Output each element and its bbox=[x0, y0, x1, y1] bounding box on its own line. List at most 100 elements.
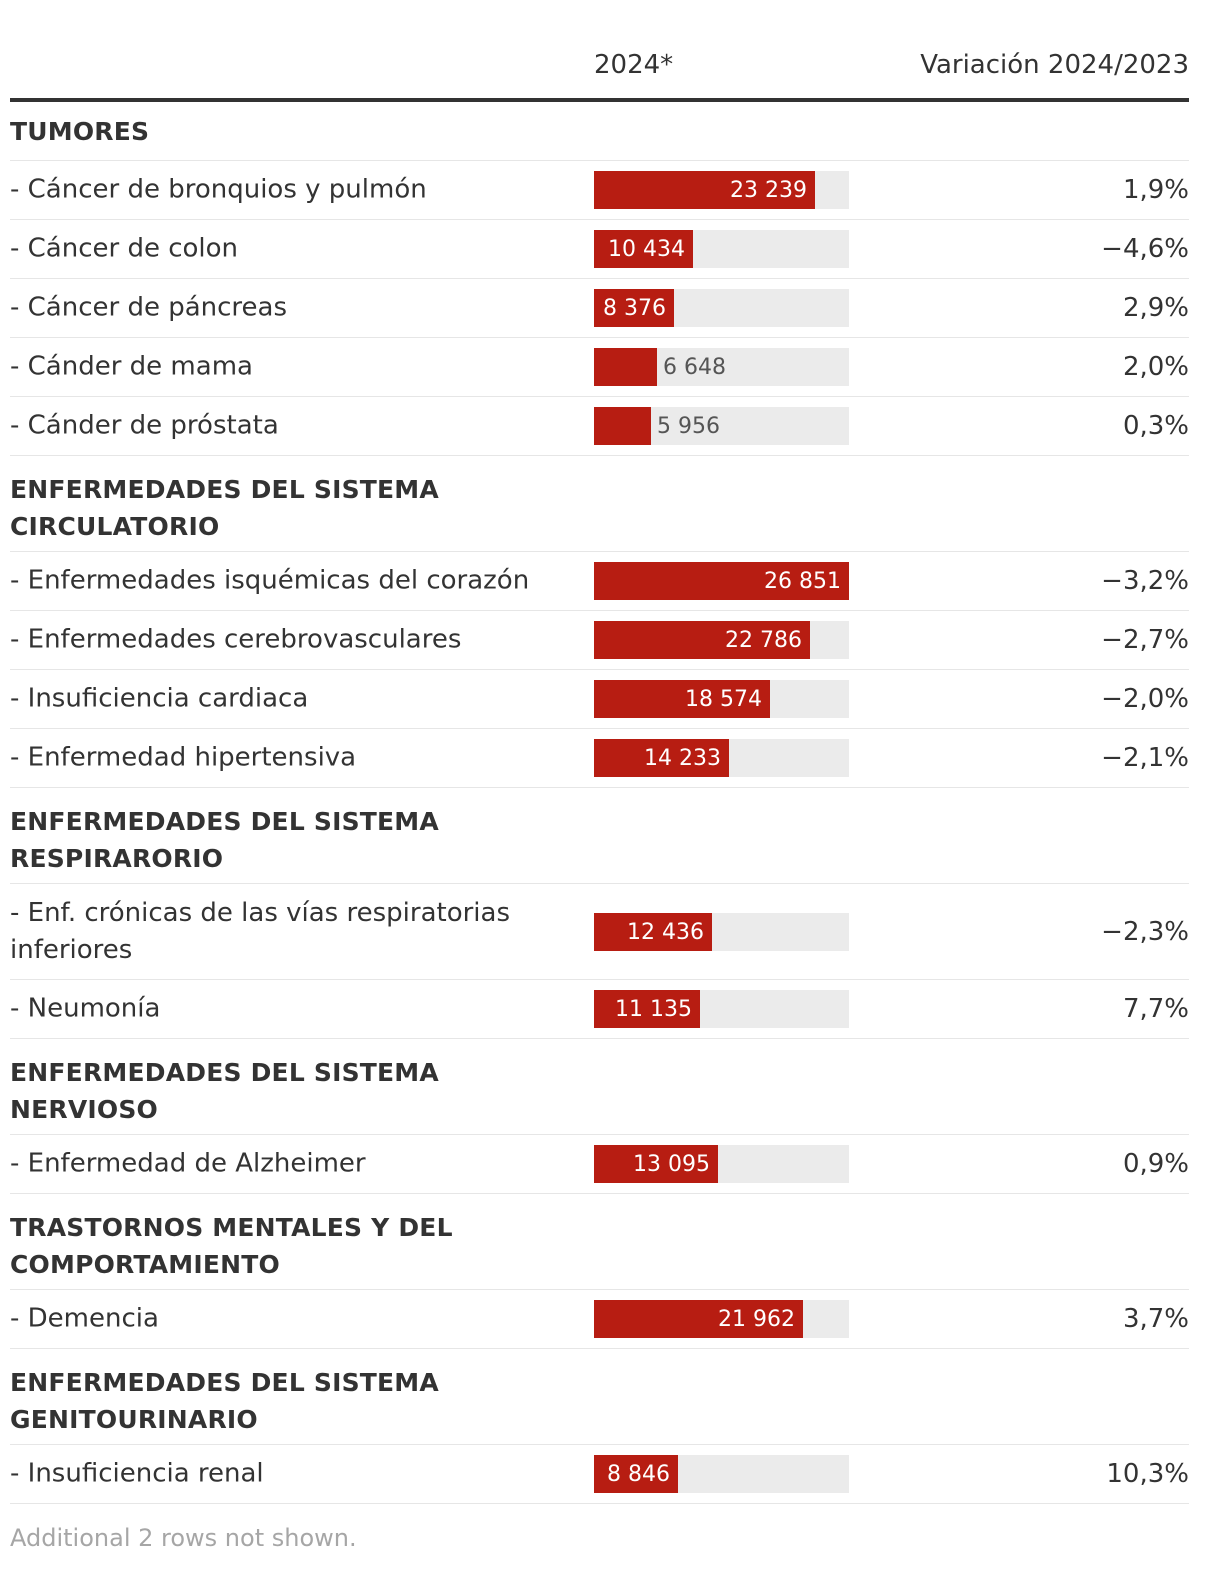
footnote: Additional 2 rows not shown. bbox=[10, 1524, 357, 1552]
change-column-header: Variación 2024/2023 bbox=[920, 50, 1189, 80]
change-value: −3,2% bbox=[1101, 566, 1189, 596]
bar-track: 14 233 bbox=[594, 739, 849, 777]
group-row: ENFERMEDADES DEL SISTEMA CIRCULATORIO bbox=[10, 456, 1189, 552]
row-label: - Demencia bbox=[10, 1303, 159, 1334]
group-row: ENFERMEDADES DEL SISTEMA NERVIOSO bbox=[10, 1039, 1189, 1135]
group-row: TUMORES bbox=[10, 102, 1189, 161]
table-row: - Enfermedades cerebrovasculares 22 786 −2… bbox=[10, 611, 1189, 670]
bar-track: 11 135 bbox=[594, 990, 849, 1028]
bar-value-label: 8 376 bbox=[603, 296, 666, 321]
bar-value-label: 23 239 bbox=[730, 178, 807, 203]
bar-value-label: 6 648 bbox=[663, 355, 726, 380]
table-row: - Cáncer de bronquios y pulmón 23 239 1,9% bbox=[10, 161, 1189, 220]
bar-fill bbox=[594, 1145, 718, 1183]
group-label: ENFERMEDADES DEL SISTEMA NERVIOSO bbox=[10, 1058, 439, 1124]
bar-fill bbox=[594, 1455, 678, 1493]
row-label: - Enfermedad hipertensiva bbox=[10, 742, 357, 773]
bar-track: 8 376 bbox=[594, 289, 849, 327]
row-label: - Enfermedades cerebrovasculares bbox=[10, 624, 462, 655]
table-row: - Cánder de próstata 5 956 0,3% bbox=[10, 397, 1189, 456]
row-label: - Enfermedad de Alzheimer bbox=[10, 1148, 366, 1179]
change-value: 3,7% bbox=[1122, 1304, 1189, 1334]
bar-value-label: 18 574 bbox=[685, 687, 762, 712]
change-value: −4,6% bbox=[1101, 234, 1189, 264]
row-label: - Enf. crónicas de las vías respiratoria… bbox=[10, 897, 510, 965]
bar-value-label: 11 135 bbox=[615, 997, 692, 1022]
row-label: - Cáncer de bronquios y pulmón bbox=[10, 174, 427, 205]
bar-track: 6 648 bbox=[594, 348, 849, 386]
bar-fill bbox=[594, 739, 729, 777]
table-row: - Enf. crónicas de las vías respiratoria… bbox=[10, 884, 1189, 980]
group-label: TRASTORNOS MENTALES Y DEL COMPORTAMIENTO bbox=[10, 1213, 453, 1279]
bar-value-label: 14 233 bbox=[644, 746, 721, 771]
change-value: −2,1% bbox=[1101, 743, 1189, 773]
group-label: ENFERMEDADES DEL SISTEMA RESPIRARORIO bbox=[10, 807, 439, 873]
bar-value-label: 12 436 bbox=[627, 919, 704, 945]
bar-track: 8 846 bbox=[594, 1455, 849, 1493]
bar-fill bbox=[594, 171, 815, 209]
bar-value-label: 8 846 bbox=[607, 1462, 670, 1487]
bar-track: 26 851 bbox=[594, 562, 849, 600]
bar-fill bbox=[594, 348, 657, 386]
bar-value-label: 13 095 bbox=[633, 1152, 710, 1177]
bar-track: 22 786 bbox=[594, 621, 849, 659]
group-row: ENFERMEDADES DEL SISTEMA GENITOURINARIO bbox=[10, 1349, 1189, 1445]
row-label: - Cáncer de páncreas bbox=[10, 292, 288, 323]
group-row: ENFERMEDADES DEL SISTEMA RESPIRARORIO bbox=[10, 788, 1189, 884]
change-value: 2,9% bbox=[1122, 293, 1189, 323]
table-row: - Enfermedades isquémicas del corazón 26 … bbox=[10, 552, 1189, 611]
table-body: TUMORES - Cáncer de bronquios y pulmón 23 … bbox=[10, 102, 1189, 1504]
row-label: - Cánder de mama bbox=[10, 351, 253, 382]
bar-track: 5 956 bbox=[594, 407, 849, 445]
change-value: −2,7% bbox=[1101, 625, 1189, 655]
table-row: - Neumonía 11 135 7,7% bbox=[10, 980, 1189, 1039]
table-row: - Enfermedad de Alzheimer 13 095 0,9% bbox=[10, 1135, 1189, 1194]
change-value: 2,0% bbox=[1122, 352, 1189, 382]
value-column-header: 2024* bbox=[594, 50, 674, 80]
change-value: 1,9% bbox=[1122, 175, 1189, 205]
bar-track: 12 436 bbox=[594, 912, 849, 951]
row-label: - Enfermedades isquémicas del corazón bbox=[10, 565, 530, 596]
table-row: - Cáncer de colon 10 434 −4,6% bbox=[10, 220, 1189, 279]
bar-value-label: 26 851 bbox=[764, 569, 841, 594]
change-value: 10,3% bbox=[1106, 1459, 1189, 1489]
data-table: 2024* Variación 2024/2023 TUMORES - Cánce… bbox=[10, 38, 1189, 1504]
bar-value-label: 22 786 bbox=[725, 628, 802, 653]
table-row: - Cánder de mama 6 648 2,0% bbox=[10, 338, 1189, 397]
group-row: TRASTORNOS MENTALES Y DEL COMPORTAMIENTO bbox=[10, 1194, 1189, 1290]
bar-fill bbox=[594, 680, 770, 718]
table-header: 2024* Variación 2024/2023 bbox=[10, 38, 1189, 102]
bar-fill bbox=[594, 621, 810, 659]
row-label: - Neumonía bbox=[10, 993, 161, 1024]
bar-track: 18 574 bbox=[594, 680, 849, 718]
bar-fill bbox=[594, 990, 700, 1028]
bar-value-label: 21 962 bbox=[718, 1307, 795, 1332]
table-row: - Insuficiencia renal 8 846 10,3% bbox=[10, 1445, 1189, 1504]
table-row: - Cáncer de páncreas 8 376 2,9% bbox=[10, 279, 1189, 338]
bar-value-label: 10 434 bbox=[608, 237, 685, 262]
table-row: - Insuficiencia cardiaca 18 574 −2,0% bbox=[10, 670, 1189, 729]
table-row: - Enfermedad hipertensiva 14 233 −2,1% bbox=[10, 729, 1189, 788]
change-value: −2,3% bbox=[1101, 916, 1189, 947]
bar-track: 13 095 bbox=[594, 1145, 849, 1183]
bar-fill bbox=[594, 1300, 803, 1338]
bar-track: 10 434 bbox=[594, 230, 849, 268]
group-label: TUMORES bbox=[10, 117, 150, 146]
bar-value-label: 5 956 bbox=[657, 414, 720, 439]
group-label: ENFERMEDADES DEL SISTEMA GENITOURINARIO bbox=[10, 1368, 439, 1434]
bar-fill bbox=[594, 230, 693, 268]
row-label: - Cáncer de colon bbox=[10, 233, 239, 264]
change-value: 0,9% bbox=[1122, 1149, 1189, 1179]
bar-fill bbox=[594, 289, 674, 327]
bar-fill bbox=[594, 407, 651, 445]
row-label: - Insuficiencia renal bbox=[10, 1458, 264, 1489]
bar-track: 21 962 bbox=[594, 1300, 849, 1338]
bar-fill bbox=[594, 562, 849, 600]
change-value: −2,0% bbox=[1101, 684, 1189, 714]
bar-fill bbox=[594, 912, 712, 951]
change-value: 7,7% bbox=[1122, 994, 1189, 1024]
row-label: - Cánder de próstata bbox=[10, 410, 279, 441]
bar-track: 23 239 bbox=[594, 171, 849, 209]
change-value: 0,3% bbox=[1122, 411, 1189, 441]
group-label: ENFERMEDADES DEL SISTEMA CIRCULATORIO bbox=[10, 475, 439, 541]
